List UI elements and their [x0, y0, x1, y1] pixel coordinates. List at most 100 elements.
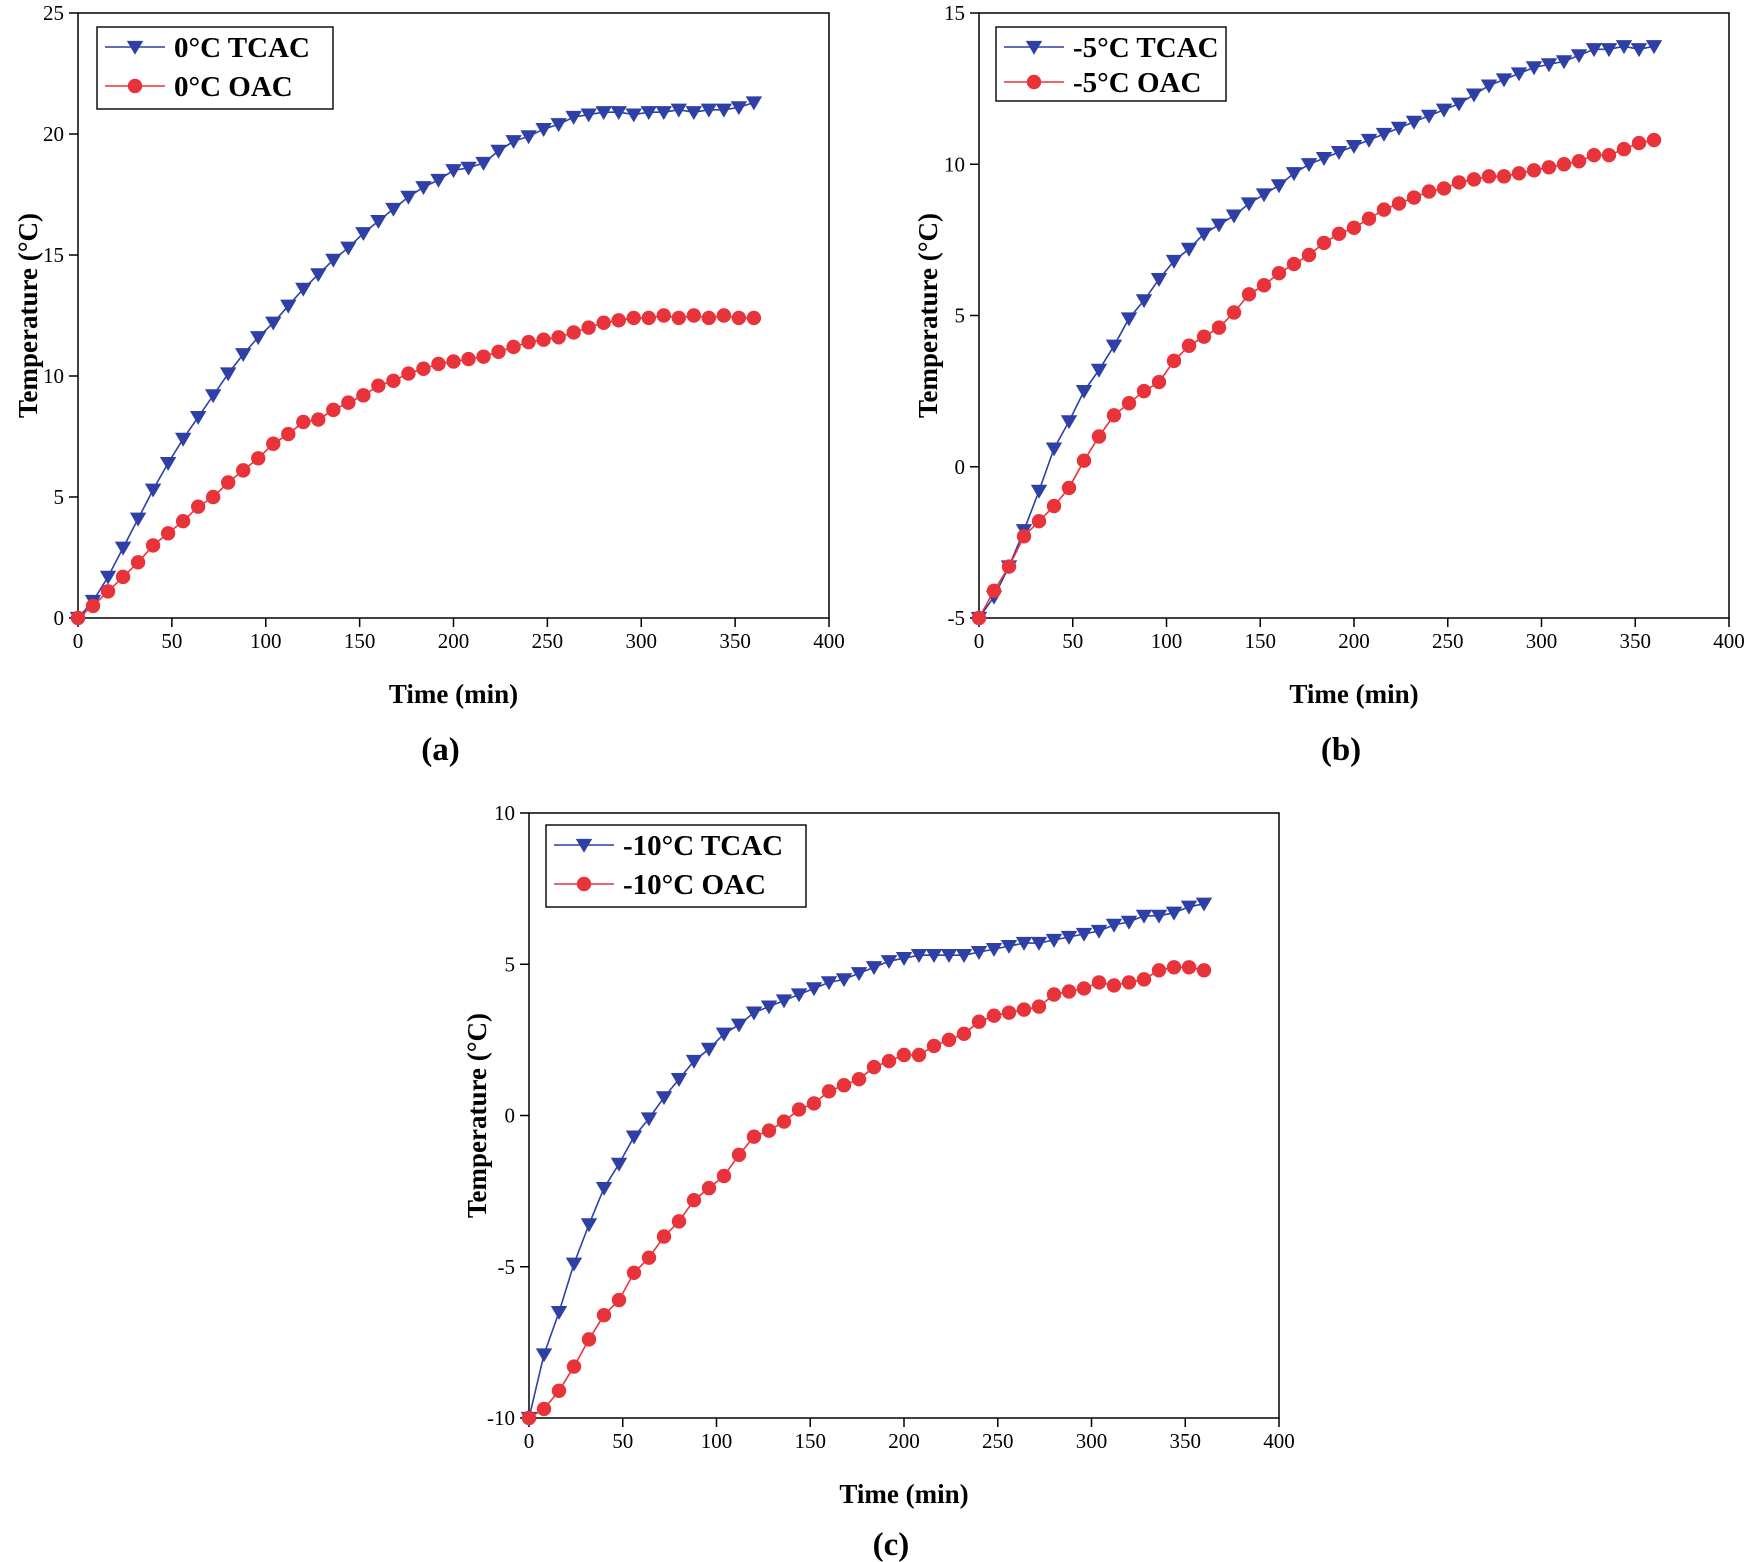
- data-point: [190, 499, 206, 514]
- data-point: [581, 1332, 597, 1347]
- data-point: [551, 1383, 567, 1398]
- y-axis-title: Temperature (°C): [13, 213, 43, 418]
- data-point: [685, 1054, 703, 1069]
- data-point: [1180, 242, 1198, 257]
- data-point: [941, 1032, 957, 1048]
- data-point: [1001, 1005, 1017, 1020]
- data-point: [715, 103, 733, 118]
- data-point: [475, 156, 492, 171]
- data-point: [881, 1053, 897, 1069]
- data-point: [1061, 480, 1077, 496]
- data-point: [1601, 147, 1617, 163]
- data-point: [1570, 49, 1588, 64]
- data-point: [1271, 265, 1287, 281]
- data-point: [521, 1410, 537, 1426]
- y-tick-label: 5: [955, 304, 966, 328]
- data-point: [400, 190, 417, 205]
- data-point: [611, 313, 626, 328]
- data-point: [1195, 227, 1213, 242]
- data-point: [1165, 906, 1183, 921]
- data-point: [371, 378, 386, 393]
- data-point: [1330, 146, 1348, 160]
- y-tick-label: 5: [54, 485, 65, 509]
- data-point: [1046, 498, 1062, 514]
- data-point: [1120, 312, 1138, 327]
- data-point: [745, 1006, 763, 1021]
- data-point: [670, 103, 687, 118]
- data-point: [1405, 115, 1423, 130]
- data-point: [430, 173, 447, 188]
- data-point: [656, 308, 671, 323]
- data-point: [1256, 278, 1272, 293]
- data-point: [1105, 339, 1123, 354]
- data-point: [611, 1292, 627, 1308]
- x-tick-label: 300: [1526, 629, 1558, 653]
- data-point: [251, 451, 266, 466]
- data-point: [325, 253, 342, 268]
- data-point: [971, 610, 987, 626]
- data-point: [1541, 160, 1557, 175]
- data-point: [385, 202, 402, 217]
- data-point: [205, 489, 221, 505]
- data-point: [1616, 141, 1632, 157]
- x-tick-label: 0: [524, 1429, 535, 1453]
- series-oac: [70, 308, 762, 626]
- x-tick-label: 400: [1263, 1429, 1295, 1453]
- legend-label: -10°C OAC: [623, 869, 766, 901]
- data-point: [955, 949, 973, 963]
- data-point: [701, 310, 717, 326]
- data-point: [731, 310, 747, 326]
- data-point: [656, 1229, 672, 1244]
- data-point: [1375, 127, 1393, 142]
- series-line: [978, 139, 1655, 619]
- data-point: [1105, 918, 1123, 933]
- data-point: [670, 1073, 688, 1087]
- data-point: [776, 1114, 792, 1129]
- data-point: [716, 308, 732, 323]
- data-point: [1586, 147, 1602, 163]
- series-line: [528, 966, 1205, 1419]
- data-point: [1031, 514, 1047, 529]
- x-tick-label: 100: [250, 629, 282, 653]
- data-point: [730, 101, 748, 116]
- data-point: [896, 1047, 912, 1063]
- data-point: [1600, 43, 1618, 58]
- data-point: [1136, 972, 1152, 987]
- x-tick-label: 300: [1076, 1429, 1108, 1453]
- legend-marker: [126, 40, 144, 55]
- data-point: [250, 331, 267, 346]
- data-point: [791, 1102, 807, 1117]
- data-point: [700, 1042, 718, 1057]
- data-point: [805, 982, 823, 997]
- data-point: [1045, 933, 1063, 948]
- data-point: [686, 1193, 702, 1208]
- data-point: [1615, 40, 1633, 55]
- y-tick-label: 0: [955, 455, 966, 479]
- chart-panel-2: 0 50 100 150 200 250 300 350 400 -5 0 5 10 15 Time (mi…: [913, 1, 1745, 768]
- y-tick-label: 0: [505, 1104, 516, 1128]
- data-point: [1316, 235, 1332, 251]
- data-point: [625, 108, 642, 123]
- data-point: [595, 1181, 613, 1196]
- data-point: [1076, 981, 1092, 996]
- data-point: [204, 389, 222, 404]
- data-point: [701, 1180, 717, 1196]
- data-point: [1406, 190, 1422, 205]
- y-axis-title: Temperature (°C): [462, 1013, 492, 1218]
- data-point: [1451, 175, 1467, 190]
- data-point: [1376, 202, 1392, 217]
- x-tick-label: 400: [1713, 629, 1745, 653]
- x-tick-label: 100: [1151, 629, 1183, 653]
- data-point: [1016, 1002, 1032, 1017]
- x-tick-label: 0: [974, 629, 985, 653]
- data-point: [851, 1072, 867, 1087]
- legend-label: -10°C TCAC: [623, 830, 783, 862]
- data-point: [1270, 179, 1288, 194]
- data-point: [971, 1014, 987, 1029]
- x-tick-label: 100: [701, 1429, 733, 1453]
- data-point: [1016, 529, 1032, 544]
- data-point: [431, 356, 446, 372]
- data-point: [1090, 363, 1108, 378]
- data-point: [956, 1026, 972, 1042]
